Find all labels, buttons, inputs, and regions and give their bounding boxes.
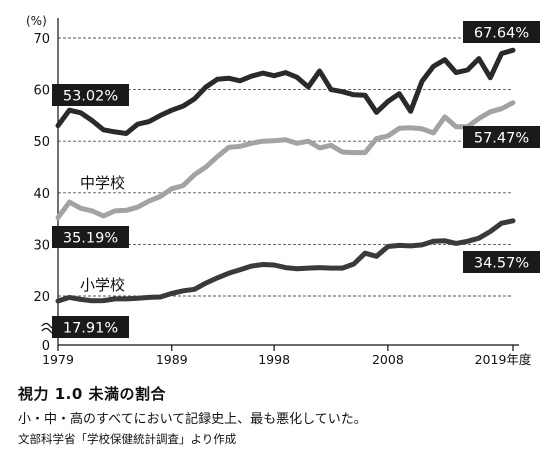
value-label-text: 35.19% (63, 231, 118, 247)
x-tick-label: 1979 (42, 352, 74, 367)
value-label-middle-start: 35.19% (52, 226, 129, 248)
y-unit-label: (%) (26, 14, 47, 28)
value-label-high-end: 67.64% (463, 21, 540, 43)
y-tick-label: 60 (33, 84, 50, 99)
value-label-text: 57.47% (474, 131, 529, 147)
value-label-box (52, 226, 129, 248)
x-tick-label: 1998 (258, 352, 290, 367)
series-line-elementary (55, 218, 516, 304)
x-tick-label: 2008 (372, 352, 404, 367)
value-label-box (52, 316, 129, 338)
y-tick-label: 0 (42, 339, 50, 354)
y-tick-label: 20 (33, 290, 50, 305)
value-label-elementary-end: 34.57% (463, 251, 540, 273)
chart-caption-subtitle: 小・中・高のすべてにおいて記録史上、最も悪化していた。 (18, 412, 367, 427)
x-tick-label: 2019年度 (475, 352, 532, 367)
series (55, 47, 516, 304)
value-label-box (463, 21, 540, 43)
y-tick-label: 70 (33, 32, 50, 47)
y-tick-label: 30 (33, 238, 50, 253)
value-label-box (52, 84, 129, 106)
value-label-box (463, 251, 540, 273)
series-name-elementary: 小学校 (80, 276, 125, 294)
chart-caption-title: 視力 1.0 未満の割合 (18, 385, 167, 403)
value-label-text: 34.57% (474, 256, 529, 272)
axes: (%) 0 20 30 40 50 60 70 1979 1989 1998 2008 2019年度 (26, 14, 532, 367)
value-label-elementary-start: 17.91% (52, 316, 129, 338)
value-label-high-start: 53.02% (52, 84, 129, 106)
series-name-middle: 中学校 (80, 174, 125, 192)
value-label-middle-end: 57.47% (463, 126, 540, 148)
value-label-text: 53.02% (63, 89, 118, 105)
y-tick-label: 40 (33, 187, 50, 202)
x-tick-label: 1989 (156, 352, 188, 367)
data-labels: 53.02% 67.64% 35.19% 57.47% 17.91% 34.57% 中学校小… (52, 21, 540, 338)
value-label-text: 67.64% (474, 26, 529, 42)
series-line-middle (55, 100, 516, 221)
grid-lines (58, 37, 513, 297)
value-label-box (463, 126, 540, 148)
value-label-text: 17.91% (63, 321, 118, 337)
series-line-high (55, 47, 516, 136)
y-tick-label: 50 (33, 135, 50, 150)
chart-caption-source: 文部科学省「学校保健統計調査」より作成 (18, 432, 237, 446)
